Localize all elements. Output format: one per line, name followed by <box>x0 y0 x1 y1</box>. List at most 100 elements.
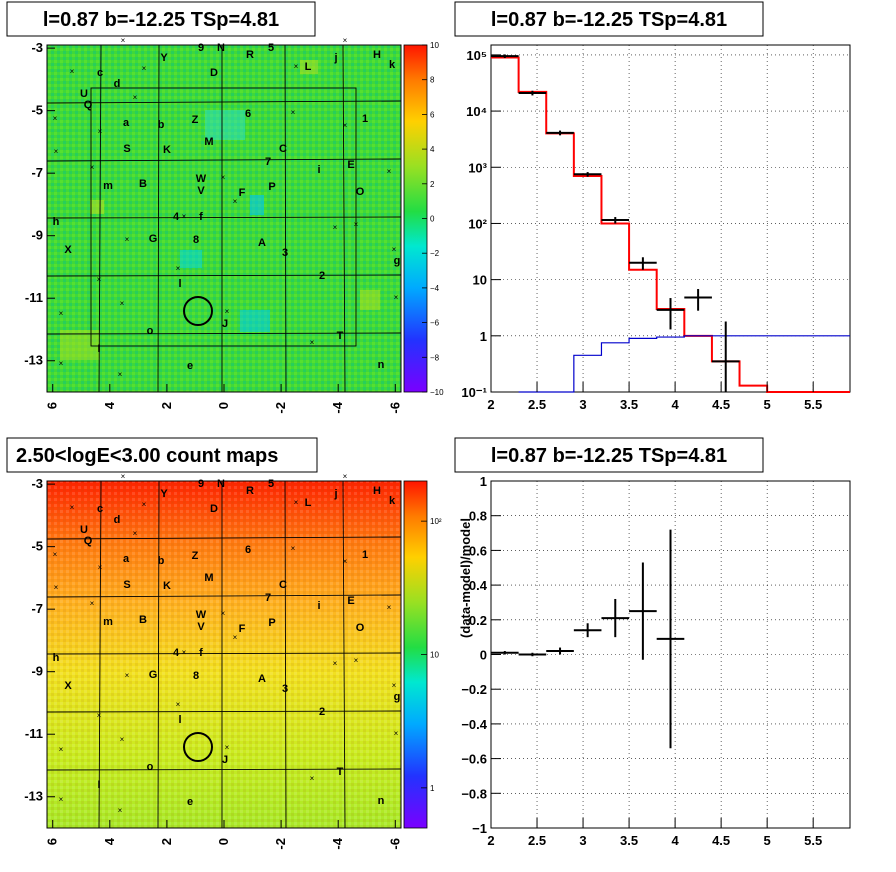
source-label: W <box>196 609 207 621</box>
source-label: F <box>239 623 246 635</box>
map-top-source-circle <box>183 296 213 326</box>
source-label: G <box>149 233 158 245</box>
x-tick-label: 4.5 <box>712 833 730 848</box>
y-tick-label: 10 <box>473 273 487 288</box>
y-tick-label: 10³ <box>468 160 487 175</box>
source-label: G <box>149 669 158 681</box>
catalog-marker: × <box>59 359 64 368</box>
catalog-marker: × <box>53 114 58 123</box>
y-tick-label: -9 <box>31 228 43 243</box>
source-label: l <box>178 278 181 290</box>
catalog-marker: × <box>394 729 399 738</box>
map-top-source-labels: 9 N R 5 Lj Hk cd Y D UQ 1 a b Z S K M C7 i Em B WV F P Oh 4 f G 8 A 3 g… <box>53 36 401 379</box>
source-label: P <box>268 181 275 193</box>
source-label: m <box>103 180 113 192</box>
colorbar-tick-label: 2 <box>430 180 435 189</box>
source-label: i <box>317 600 320 612</box>
catalog-marker: × <box>333 223 338 232</box>
source-label: S <box>123 143 130 155</box>
source-label: 1 <box>362 549 368 561</box>
catalog-marker: × <box>133 93 138 102</box>
y-tick-label: −1 <box>472 821 487 836</box>
catalog-marker: × <box>387 603 392 612</box>
map-bottom-x-ticks: 6 4 2 0 -2 -4 -6 <box>45 820 402 850</box>
source-label: J <box>222 754 228 766</box>
source-label: 1 <box>362 113 368 125</box>
catalog-marker: × <box>294 498 299 507</box>
map-bottom-colorbar-ticks: 10² 10 1 <box>421 517 442 793</box>
source-label: L <box>305 61 312 73</box>
x-tick-label: 0 <box>216 402 231 409</box>
y-tick-label: −0.6 <box>461 752 487 767</box>
source-label: 6 <box>245 108 251 120</box>
catalog-marker: × <box>59 795 64 804</box>
catalog-marker: × <box>118 806 123 815</box>
catalog-marker: × <box>343 36 348 45</box>
x-tick-label: -6 <box>387 838 402 850</box>
source-label: b <box>158 555 165 567</box>
y-tick-label: -11 <box>25 726 43 741</box>
source-label: 9 <box>198 478 204 490</box>
source-label: D <box>210 503 218 515</box>
colorbar-tick-label: −8 <box>430 353 440 362</box>
x-tick-label: -4 <box>330 837 345 849</box>
catalog-marker: × <box>120 735 125 744</box>
source-label: C <box>279 579 287 591</box>
spectrum-title-box <box>454 1 764 37</box>
colorbar-tick-label: −2 <box>430 249 440 258</box>
source-label: Y <box>160 52 168 64</box>
y-tick-label: 0.2 <box>469 613 487 628</box>
source-label: j <box>333 488 337 500</box>
source-label: g <box>394 691 401 703</box>
y-tick-label: −0.2 <box>461 682 487 697</box>
x-tick-label: 3.5 <box>620 397 638 412</box>
source-label: 4 <box>173 211 180 223</box>
catalog-marker: × <box>343 121 348 130</box>
x-tick-label: 2 <box>487 397 494 412</box>
map-top-title: l=0.87 b=-12.25 TSp=4.81 <box>43 9 279 31</box>
catalog-marker: × <box>97 711 102 720</box>
catalog-marker: × <box>233 633 238 642</box>
catalog-marker: × <box>310 774 315 783</box>
source-label: l <box>178 714 181 726</box>
map-bottom-source-labels: 9 N R 5 Lj Hk cd Y D UQ 1 a b Z S K M C7 i Em B WV F P Oh 4 f G 8 A 3 g… <box>53 472 401 815</box>
y-tick-label: 10⁵ <box>466 48 487 63</box>
source-label: Q <box>84 99 93 111</box>
x-tick-label: 2 <box>487 833 494 848</box>
colorbar-tick-label: 6 <box>430 110 435 119</box>
catalog-marker: × <box>354 656 359 665</box>
source-label: a <box>123 553 130 565</box>
x-tick-label: 2.5 <box>528 397 546 412</box>
source-label: 3 <box>282 683 288 695</box>
y-tick-label: 1 <box>480 329 487 344</box>
source-label: f <box>199 211 203 223</box>
map-bottom-panel: 2.50<logE<3.00 count maps 9 N R 5 Lj Hk cd Y D UQ… <box>6 437 442 850</box>
catalog-marker: × <box>233 197 238 206</box>
source-label: T <box>337 330 344 342</box>
source-label: j <box>333 52 337 64</box>
catalog-marker: × <box>54 583 59 592</box>
catalog-marker: × <box>221 173 226 182</box>
colorbar-tick-label: 8 <box>430 76 435 85</box>
x-tick-label: 4 <box>671 397 679 412</box>
catalog-marker: × <box>333 659 338 668</box>
catalog-marker: × <box>98 127 103 136</box>
catalog-marker: × <box>59 745 64 754</box>
source-label: n <box>378 359 385 371</box>
residual-series <box>491 529 685 749</box>
colorbar-tick-label: 10² <box>430 517 442 526</box>
source-label: E <box>347 595 354 607</box>
x-tick-label: 3.5 <box>620 833 638 848</box>
x-tick-label: 0 <box>216 838 231 845</box>
source-label: S <box>123 579 130 591</box>
catalog-marker: × <box>294 62 299 71</box>
x-tick-label: -2 <box>273 838 288 850</box>
residual-title: l=0.87 b=-12.25 TSp=4.81 <box>491 445 727 467</box>
y-tick-label: −0.8 <box>461 786 487 801</box>
x-tick-label: 5 <box>764 397 771 412</box>
source-label: D <box>210 67 218 79</box>
source-label: Y <box>160 488 168 500</box>
y-tick-label: -11 <box>25 290 43 305</box>
source-label: 5 <box>268 478 274 490</box>
